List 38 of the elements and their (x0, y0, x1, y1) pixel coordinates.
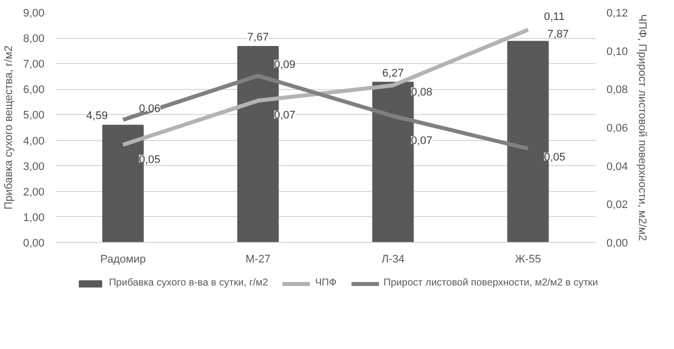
data-label: 0,05 (139, 154, 160, 166)
legend-label: Прирост листовой поверхности, м2/м2 в сутки (384, 278, 598, 288)
data-label: 7,67 (247, 31, 269, 44)
x-tick-label: Радомир (100, 254, 146, 266)
legend-label: Прибавка сухого в-ва в сутки, г/м2 (108, 278, 268, 288)
data-label: 0,07 (274, 110, 296, 122)
y2-tick-label: 0,06 (606, 122, 628, 134)
data-label: 4,59 (86, 110, 108, 122)
x-tick-label: Л-34 (381, 254, 405, 266)
y-tick-label: 6,00 (23, 84, 45, 96)
y-tick-label: 9,00 (23, 8, 45, 20)
data-label: 0,07 (411, 135, 432, 147)
x-tick-label: М-27 (245, 254, 271, 266)
y2-tick-label: 0,04 (606, 160, 628, 173)
data-label: 0,06 (139, 102, 160, 115)
y-tick-label: 1,00 (23, 212, 45, 224)
y2-tick-label: 0,12 (606, 8, 628, 20)
legend-label: ЧПФ (315, 278, 337, 288)
y-tick-label: 8,00 (23, 33, 45, 46)
y2-tick-label: 0,00 (606, 238, 628, 250)
y-axis-title: Прибавка сухого вещества, г/м2 (3, 46, 16, 210)
y-tick-label: 4,00 (23, 135, 45, 148)
data-label: 0,08 (411, 86, 432, 98)
data-label: 0,05 (544, 152, 566, 164)
y-tick-label: 0,00 (23, 238, 45, 250)
line-series (121, 28, 530, 147)
y-tick-label: 3,00 (23, 160, 45, 173)
y-tick-label: 2,00 (23, 186, 45, 198)
y2-tick-label: 0,02 (606, 199, 628, 212)
data-label: 0,09 (274, 58, 296, 71)
y-tick-label: 7,00 (23, 58, 45, 71)
y2-tick-label: 0,10 (606, 46, 628, 58)
data-label: 6,27 (382, 67, 404, 80)
y-tick-label: 5,00 (23, 110, 45, 122)
y2-tick-label: 0,08 (606, 84, 628, 96)
x-tick-label: Ж-55 (514, 254, 542, 266)
data-label: 7,87 (547, 28, 569, 40)
y2-axis-title: ЧПФ, Прирост листовой поверхности, м2/м2 (636, 14, 648, 241)
